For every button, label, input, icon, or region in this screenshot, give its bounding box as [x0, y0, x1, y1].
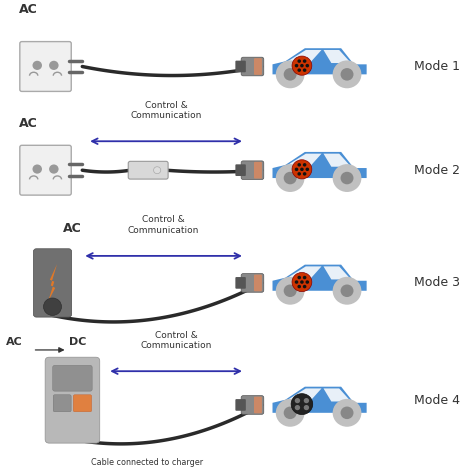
Text: AC: AC	[18, 3, 37, 16]
Circle shape	[295, 168, 298, 171]
Circle shape	[297, 69, 301, 72]
Circle shape	[276, 399, 304, 427]
Circle shape	[303, 285, 306, 288]
Circle shape	[276, 277, 304, 304]
Text: Mode 4: Mode 4	[414, 394, 460, 407]
Circle shape	[292, 56, 312, 75]
Circle shape	[276, 164, 304, 192]
Circle shape	[295, 405, 300, 410]
FancyBboxPatch shape	[53, 395, 71, 412]
Polygon shape	[286, 154, 321, 167]
FancyBboxPatch shape	[254, 275, 262, 291]
Text: AC: AC	[63, 222, 81, 234]
Circle shape	[303, 276, 306, 279]
Circle shape	[276, 60, 304, 88]
Circle shape	[297, 163, 301, 167]
Circle shape	[300, 280, 304, 284]
Text: Mode 1: Mode 1	[414, 60, 460, 73]
Polygon shape	[323, 154, 351, 167]
Circle shape	[297, 59, 301, 63]
Circle shape	[297, 172, 301, 176]
Circle shape	[303, 163, 306, 167]
Circle shape	[291, 394, 313, 415]
Circle shape	[340, 68, 354, 81]
Circle shape	[300, 64, 304, 67]
FancyBboxPatch shape	[53, 365, 92, 391]
Circle shape	[303, 172, 306, 176]
Circle shape	[283, 407, 297, 419]
Circle shape	[33, 61, 42, 70]
Circle shape	[292, 272, 312, 291]
Circle shape	[340, 407, 354, 419]
FancyBboxPatch shape	[241, 396, 264, 414]
Circle shape	[300, 168, 304, 171]
Text: Control &
Communication: Control & Communication	[130, 100, 202, 120]
FancyBboxPatch shape	[241, 274, 264, 292]
Text: AC: AC	[6, 337, 22, 347]
FancyBboxPatch shape	[254, 58, 262, 75]
Text: Control &
Communication: Control & Communication	[140, 331, 212, 350]
Circle shape	[33, 164, 42, 174]
Polygon shape	[286, 266, 321, 279]
Circle shape	[295, 64, 298, 67]
Circle shape	[295, 280, 298, 284]
Circle shape	[283, 68, 297, 81]
Polygon shape	[273, 48, 366, 74]
FancyBboxPatch shape	[254, 396, 262, 413]
Circle shape	[303, 59, 306, 63]
FancyBboxPatch shape	[236, 61, 246, 72]
FancyBboxPatch shape	[45, 357, 100, 443]
Circle shape	[49, 61, 59, 70]
FancyBboxPatch shape	[236, 164, 246, 176]
Circle shape	[333, 277, 361, 304]
Circle shape	[340, 172, 354, 184]
Circle shape	[297, 285, 301, 288]
Polygon shape	[286, 50, 321, 63]
Circle shape	[295, 398, 300, 403]
FancyBboxPatch shape	[241, 57, 264, 76]
Circle shape	[283, 172, 297, 184]
Circle shape	[340, 284, 354, 297]
FancyBboxPatch shape	[73, 395, 91, 412]
Circle shape	[49, 164, 59, 174]
Circle shape	[154, 167, 161, 174]
Circle shape	[306, 280, 309, 284]
FancyBboxPatch shape	[236, 277, 246, 289]
Text: Mode 2: Mode 2	[414, 164, 460, 177]
Text: DC: DC	[70, 337, 87, 347]
Polygon shape	[323, 389, 351, 402]
FancyBboxPatch shape	[241, 161, 264, 179]
Circle shape	[297, 276, 301, 279]
Text: Mode 3: Mode 3	[414, 276, 460, 290]
Circle shape	[303, 69, 306, 72]
Circle shape	[292, 160, 312, 179]
Circle shape	[44, 298, 62, 315]
Polygon shape	[323, 266, 351, 279]
Circle shape	[304, 405, 309, 410]
Polygon shape	[323, 50, 351, 63]
Circle shape	[283, 284, 297, 297]
FancyBboxPatch shape	[236, 399, 246, 411]
Circle shape	[333, 60, 361, 88]
Text: Control &
Communication: Control & Communication	[128, 215, 199, 234]
Circle shape	[333, 399, 361, 427]
FancyBboxPatch shape	[33, 249, 72, 317]
FancyBboxPatch shape	[20, 145, 71, 195]
Polygon shape	[286, 389, 321, 402]
Circle shape	[333, 164, 361, 192]
Text: Cable connected to charger: Cable connected to charger	[91, 458, 203, 467]
Circle shape	[306, 168, 309, 171]
Polygon shape	[48, 264, 57, 302]
FancyBboxPatch shape	[20, 42, 71, 92]
FancyBboxPatch shape	[128, 161, 168, 179]
Circle shape	[304, 398, 309, 403]
FancyBboxPatch shape	[254, 162, 262, 178]
Text: AC: AC	[18, 117, 37, 130]
Polygon shape	[273, 152, 366, 178]
Circle shape	[306, 64, 309, 67]
Polygon shape	[273, 265, 366, 291]
Polygon shape	[273, 387, 366, 413]
